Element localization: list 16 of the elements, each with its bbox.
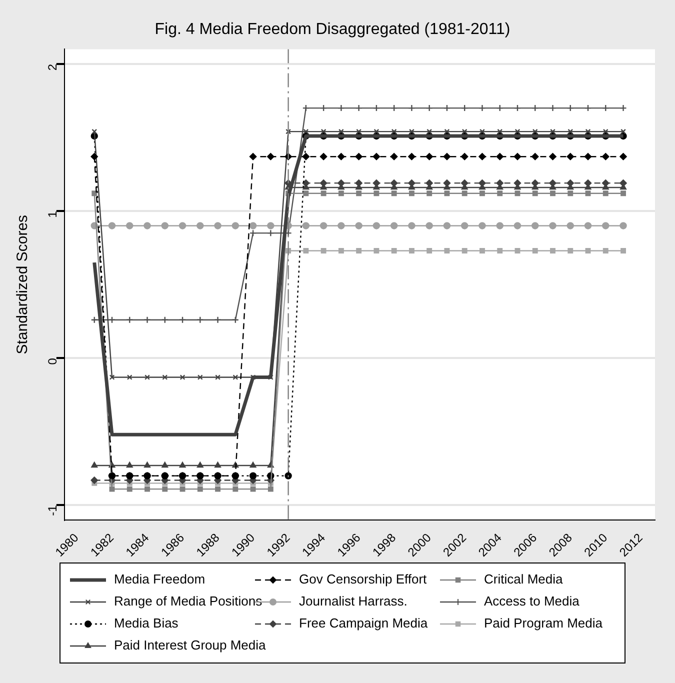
legend-label: Access to Media (484, 594, 580, 609)
legend-label: Critical Media (484, 572, 564, 587)
y-tick-label: -1 (46, 504, 60, 516)
legend-label: Media Freedom (114, 572, 206, 587)
legend-label: Paid Program Media (484, 616, 604, 631)
y-tick-label: 0 (46, 358, 60, 365)
legend-label: Paid Interest Group Media (114, 638, 267, 653)
legend-label: Gov Censorship Effort (299, 572, 428, 587)
legend-label: Media Bias (114, 616, 179, 631)
y-axis-title: Standardized Scores (14, 214, 32, 354)
legend-label: Range of Media Positions (114, 594, 263, 609)
y-tick-label: 1 (46, 210, 60, 218)
legend-label: Journalist Harrass. (299, 594, 408, 609)
y-tick-label: 2 (46, 64, 60, 71)
chart-title: Fig. 4 Media Freedom Disaggregated (1981-2011) (154, 21, 510, 38)
legend-label: Free Campaign Media (299, 616, 428, 631)
